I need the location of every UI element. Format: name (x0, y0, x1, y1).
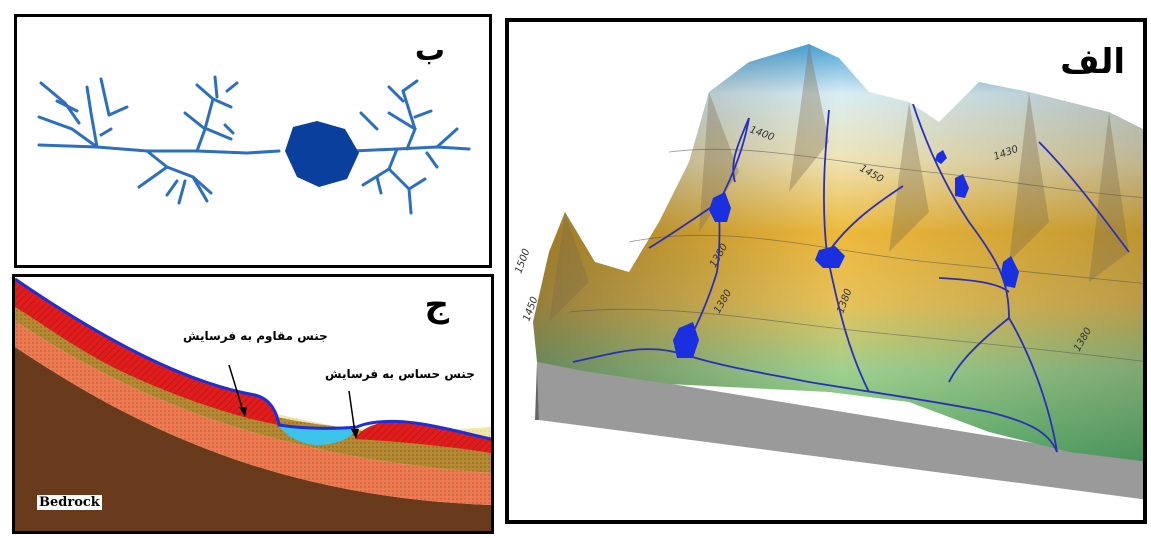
surface-line (15, 277, 491, 441)
lake (1001, 256, 1019, 288)
panel-label-a: الف (1060, 42, 1125, 82)
arrow-sensitive (348, 390, 356, 434)
panel-drainage-pattern: ب (14, 14, 492, 268)
annotation-resistant-material: جنس مقاوم به فرسایش (183, 329, 328, 343)
contour-lines (568, 148, 1143, 362)
annotation-sensitive-material: جنس حساس به فرسایش (325, 367, 475, 381)
bedrock-label: Bedrock (37, 495, 102, 510)
cross-section-diagram (15, 277, 491, 531)
panel-terrain-3d: 1400 1450 1430 1380 1380 1380 1500 1450 … (505, 18, 1147, 524)
lake (815, 246, 845, 268)
terrain-diagram: 1400 1450 1430 1380 1380 1380 1500 1450 … (513, 44, 1143, 500)
panel-label-b: ب (414, 33, 445, 68)
contour-label: 1500 (513, 247, 532, 275)
terrain-lakes (673, 150, 1019, 358)
sensitive-water (279, 425, 357, 445)
river-branches (37, 75, 471, 215)
lake-shape (285, 121, 359, 187)
lake (955, 174, 969, 198)
lake (709, 192, 731, 222)
arrow-resistant (228, 364, 244, 412)
panel-label-c: ج (424, 285, 449, 325)
terrain-base (537, 362, 1143, 500)
drainage-network-diagram (37, 75, 471, 215)
lake (673, 322, 699, 358)
lake (935, 150, 947, 164)
panel-cross-section: ج جنس مقاوم به فرسایش جنس حساس به فرسایش… (12, 274, 494, 534)
